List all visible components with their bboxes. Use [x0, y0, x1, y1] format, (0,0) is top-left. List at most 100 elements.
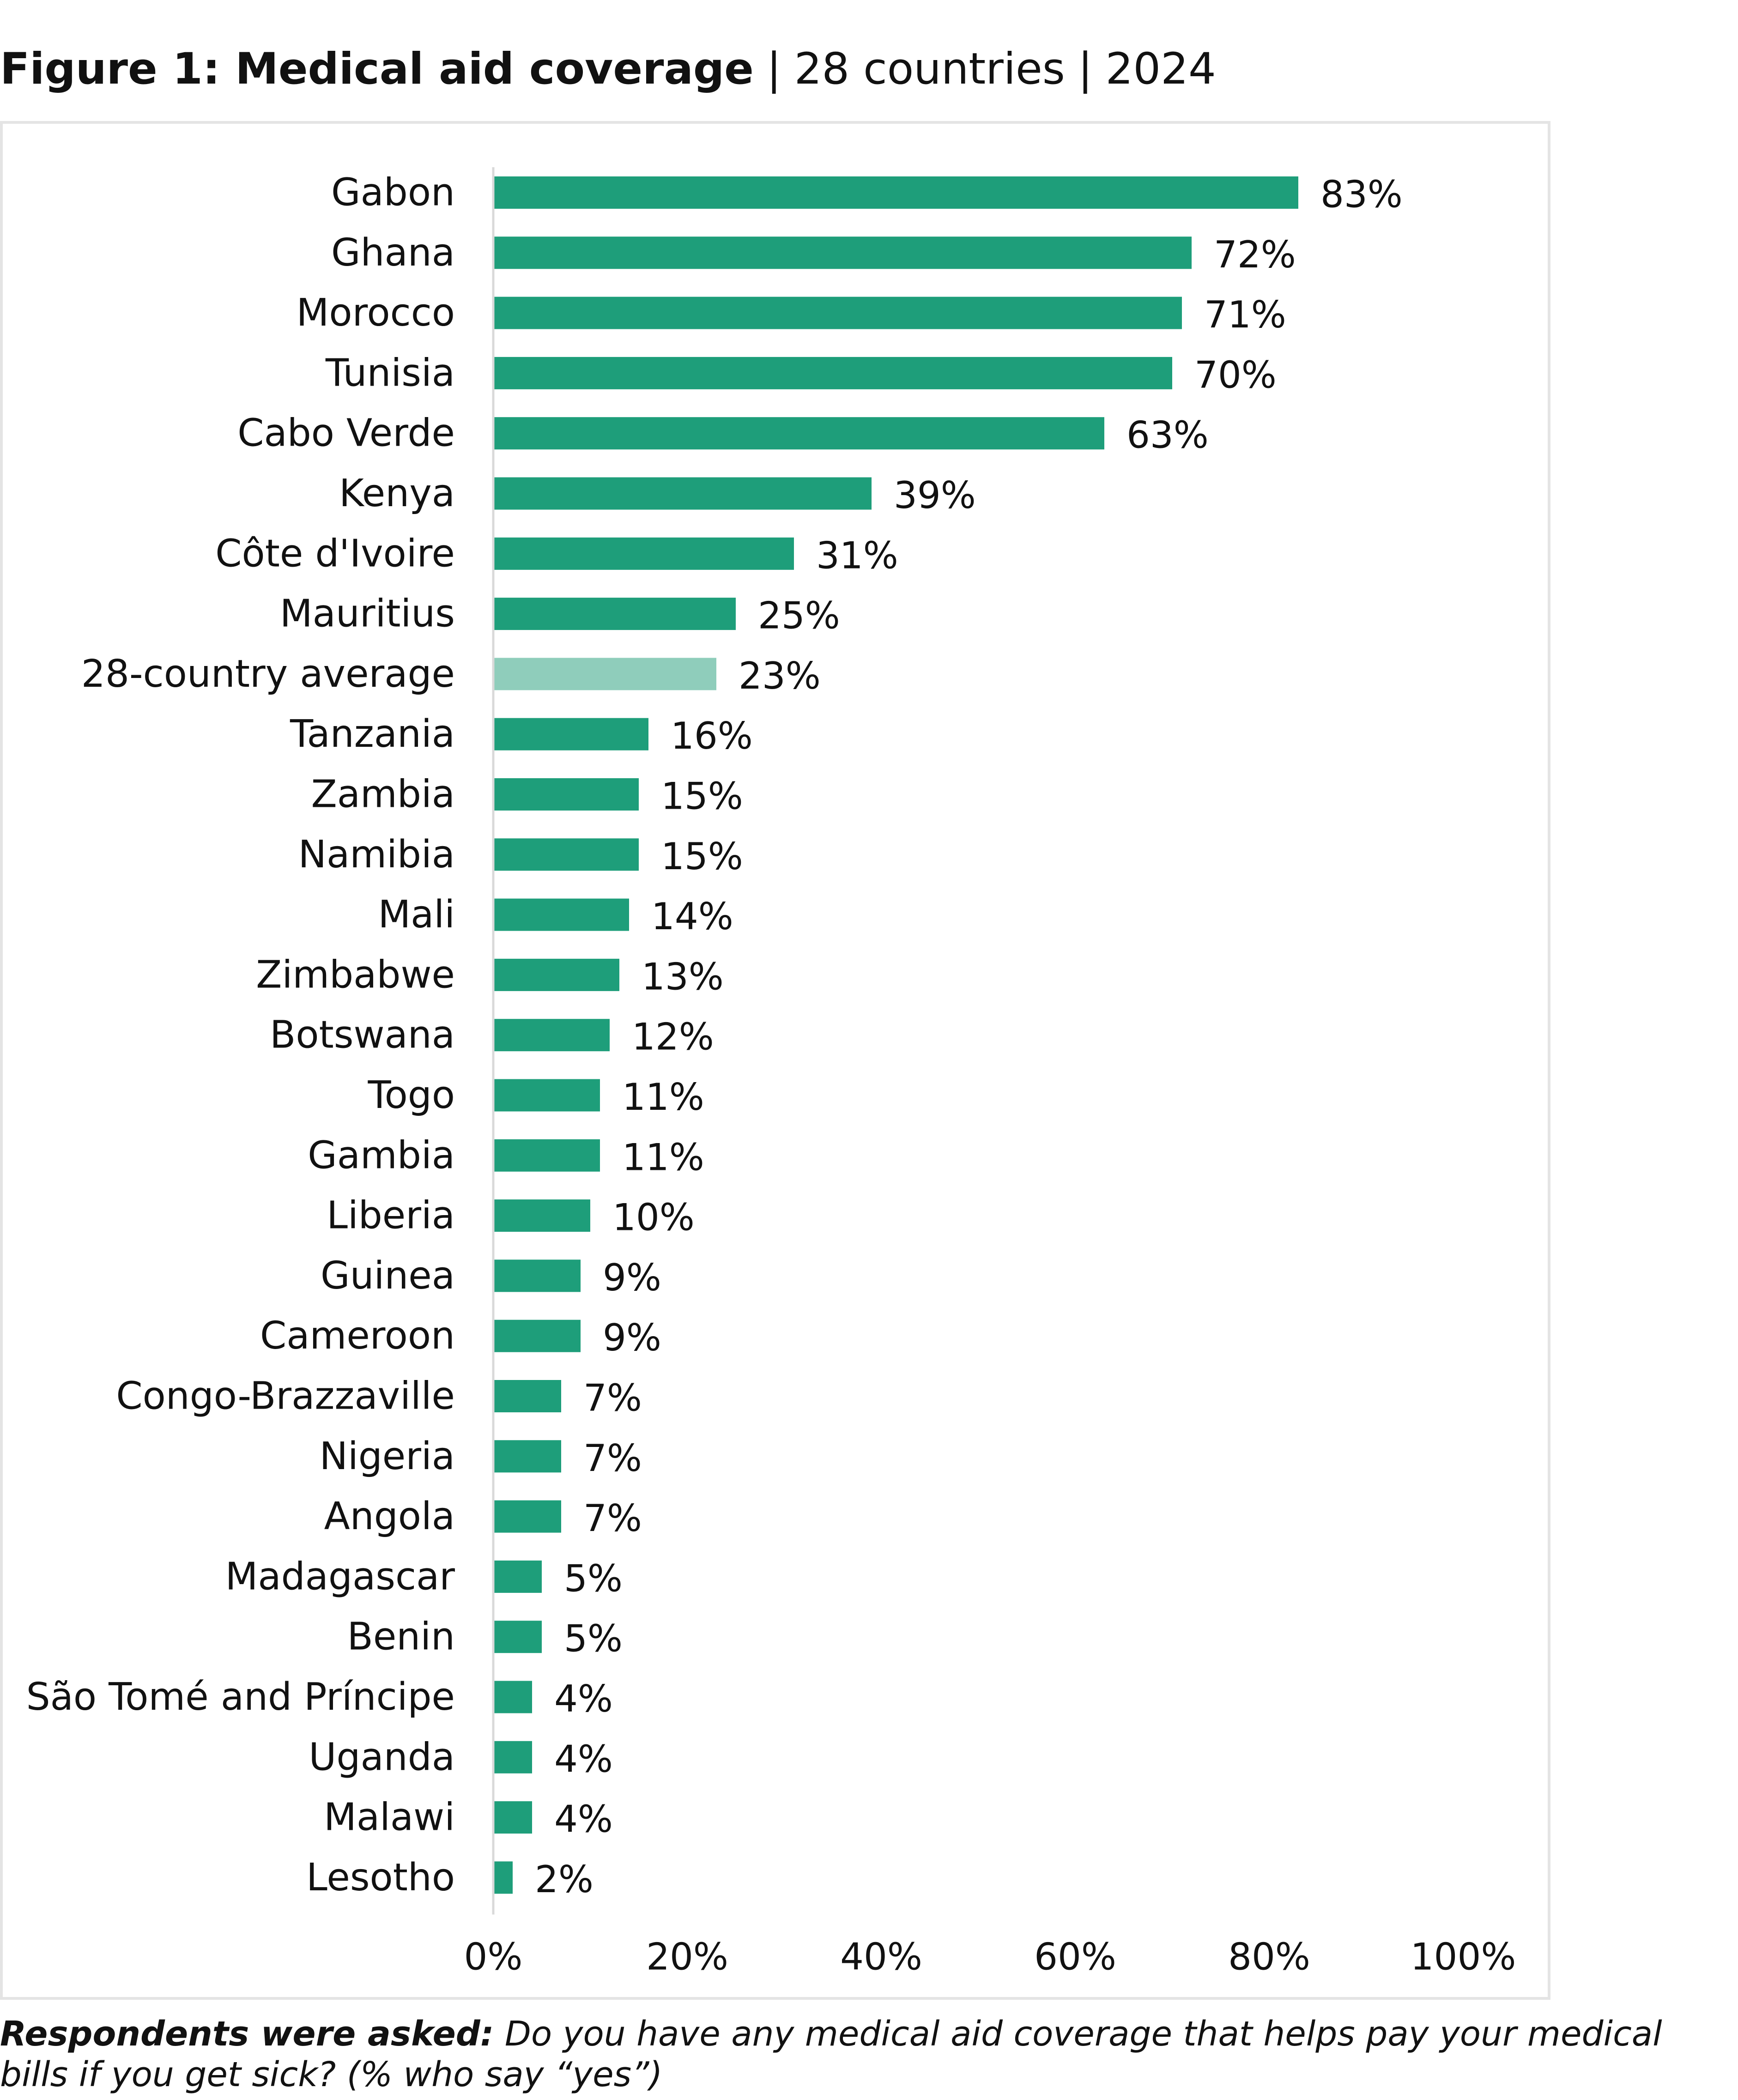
bar-lesotho — [493, 1861, 513, 1894]
category-label-lesotho: Lesotho — [306, 1856, 455, 1900]
data-label-cameroon: 9% — [603, 1316, 661, 1359]
footnote: Respondents were asked: Do you have any … — [0, 2014, 1727, 2095]
data-label-zimbabwe: 13% — [642, 955, 724, 998]
bar-cote-d-ivoire — [493, 537, 794, 570]
x-tick-label-20: 20% — [646, 1936, 728, 1979]
category-label-kenya: Kenya — [339, 472, 455, 515]
bar-ghana — [493, 236, 1192, 269]
category-label-gambia: Gambia — [308, 1133, 455, 1177]
data-label-cote-d-ivoire: 31% — [816, 534, 898, 577]
bar-benin — [493, 1621, 542, 1653]
category-label-congo-brazzaville: Congo-Brazzaville — [116, 1374, 455, 1418]
data-label-mauritius: 25% — [758, 594, 840, 637]
chart-title: Figure 1: Medical aid coverage | 28 countr… — [0, 44, 1216, 94]
data-label-cabo-verde: 63% — [1126, 414, 1209, 457]
data-label-lesotho: 2% — [535, 1858, 593, 1901]
data-label-benin: 5% — [564, 1617, 623, 1660]
bar-zimbabwe — [493, 958, 619, 991]
bar-tunisia — [493, 357, 1172, 389]
title-year: 2024 — [1105, 44, 1216, 94]
bar-malawi — [493, 1801, 532, 1834]
data-label-malawi: 4% — [554, 1798, 613, 1841]
data-label-madagascar: 5% — [564, 1557, 623, 1600]
bar-namibia — [493, 838, 639, 871]
data-label-mali: 14% — [651, 895, 733, 938]
data-label-28-country-average: 23% — [739, 654, 821, 697]
bar-kenya — [493, 477, 872, 510]
category-label-mauritius: Mauritius — [280, 592, 455, 636]
category-label-angola: Angola — [324, 1495, 455, 1538]
category-label-liberia: Liberia — [327, 1194, 455, 1238]
x-tick-label-80: 80% — [1228, 1936, 1310, 1979]
category-label-zimbabwe: Zimbabwe — [256, 953, 455, 997]
x-tick-label-0: 0% — [464, 1936, 523, 1979]
data-label-angola: 7% — [583, 1497, 642, 1540]
footnote-question: Do you have any medical aid coverage tha… — [0, 2014, 1662, 2094]
chart-frame — [0, 121, 1550, 2000]
category-label-gabon: Gabon — [331, 171, 455, 215]
data-label-gabon: 83% — [1320, 173, 1403, 216]
category-label-guinea: Guinea — [321, 1254, 455, 1298]
title-separator-2: | — [1078, 44, 1093, 94]
bar-chart: Gabon Ghana Morocco Tunisia Cabo Verde Kenya C… — [26, 167, 1516, 1979]
category-label-uganda: Uganda — [309, 1735, 455, 1779]
data-label-gambia: 11% — [622, 1136, 704, 1179]
category-label-morocco: Morocco — [297, 291, 455, 335]
category-label-sao-tome-and-principe: São Tomé and Príncipe — [26, 1675, 455, 1719]
category-label-28-country-average: 28-country average — [81, 652, 455, 696]
bar-tanzania — [493, 718, 648, 750]
category-label-malawi: Malawi — [324, 1796, 455, 1840]
bar-cameroon — [493, 1319, 581, 1352]
category-label-zambia: Zambia — [311, 773, 455, 817]
category-label-namibia: Namibia — [298, 833, 455, 877]
category-label-benin: Benin — [347, 1615, 455, 1659]
category-label-nigeria: Nigeria — [320, 1434, 455, 1478]
bar-gambia — [493, 1139, 600, 1172]
bar-mali — [493, 898, 629, 931]
bar-zambia — [493, 778, 639, 811]
data-label-morocco: 71% — [1204, 293, 1286, 336]
category-label-cameroon: Cameroon — [260, 1314, 455, 1358]
bar-28-country-average — [493, 658, 716, 690]
bar-madagascar — [493, 1560, 542, 1593]
bar-togo — [493, 1079, 600, 1112]
title-separator-1: | — [766, 44, 781, 94]
category-label-cabo-verde: Cabo Verde — [237, 412, 455, 455]
footnote-lead: Respondents were asked: — [0, 2014, 494, 2054]
bar-cabo-verde — [493, 417, 1104, 450]
data-label-togo: 11% — [622, 1076, 704, 1119]
bar-gabon — [493, 176, 1298, 209]
data-label-ghana: 72% — [1214, 233, 1296, 276]
data-label-guinea: 9% — [603, 1256, 661, 1299]
x-tick-labels: 0% 20% 40% 60% 80% 100% — [464, 1936, 1516, 1979]
bar-nigeria — [493, 1440, 561, 1473]
category-label-mali: Mali — [378, 893, 455, 937]
data-label-liberia: 10% — [612, 1196, 695, 1239]
bar-uganda — [493, 1741, 532, 1773]
bars — [493, 176, 1298, 1894]
data-label-sao-tome-and-principe: 4% — [554, 1677, 613, 1720]
bar-guinea — [493, 1259, 581, 1292]
bar-sao-tome-and-principe — [493, 1681, 532, 1713]
data-label-zambia: 15% — [661, 775, 743, 818]
data-label-congo-brazzaville: 7% — [583, 1377, 642, 1420]
data-label-namibia: 15% — [661, 835, 743, 878]
title-main: Figure 1: Medical aid coverage — [0, 44, 754, 94]
bar-botswana — [493, 1019, 610, 1052]
category-label-cote-d-ivoire: Côte d'Ivoire — [215, 532, 455, 575]
x-tick-label-100: 100% — [1411, 1936, 1516, 1979]
bar-morocco — [493, 297, 1182, 329]
category-labels: Gabon Ghana Morocco Tunisia Cabo Verde Kenya C… — [26, 171, 455, 1900]
data-label-botswana: 12% — [632, 1016, 714, 1059]
x-tick-label-60: 60% — [1034, 1936, 1116, 1979]
category-label-togo: Togo — [367, 1073, 455, 1117]
category-label-tunisia: Tunisia — [325, 351, 455, 395]
title-country-count: 28 countries — [794, 44, 1065, 94]
data-labels: 83% 72% 71% 70% 63% 39% 31% 25% 23% 16% 15% 15% 14% 1… — [535, 173, 1403, 1901]
bar-liberia — [493, 1199, 590, 1232]
bar-congo-brazzaville — [493, 1380, 561, 1412]
bar-mauritius — [493, 598, 736, 630]
x-tick-label-40: 40% — [840, 1936, 922, 1979]
data-label-nigeria: 7% — [583, 1437, 642, 1480]
data-label-tunisia: 70% — [1194, 353, 1277, 396]
